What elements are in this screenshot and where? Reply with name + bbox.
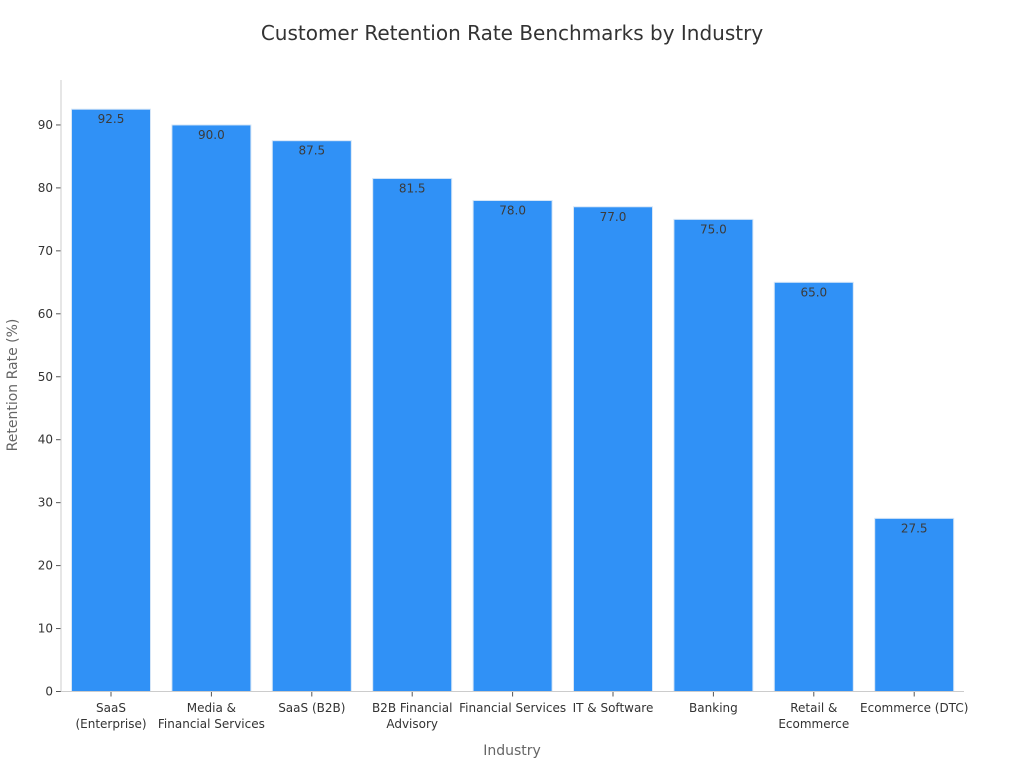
- x-tick-label: SaaS (B2B): [278, 701, 345, 715]
- y-axis-title: Retention Rate (%): [5, 319, 21, 452]
- bar: [874, 517, 955, 693]
- x-axis-title: Industry: [483, 743, 541, 759]
- bar: [271, 140, 352, 692]
- y-tick-label: 80: [38, 181, 53, 195]
- y-tick-label: 10: [38, 622, 53, 636]
- y-tick-label: 30: [38, 496, 53, 510]
- chart-title: Customer Retention Rate Benchmarks by In…: [261, 21, 764, 45]
- bar-series: [71, 108, 955, 693]
- y-axis-ticks: 0 10 20 30 40 50 60 70 80 90: [38, 118, 61, 699]
- x-tick-label: Media & Financial Services: [158, 701, 265, 731]
- data-label: 92.5: [98, 112, 125, 126]
- data-label: 81.5: [399, 181, 426, 195]
- y-tick-label: 50: [38, 370, 53, 384]
- x-tick-label: IT & Software: [573, 701, 654, 715]
- bar: [71, 108, 151, 692]
- x-tick-label: B2B Financial Advisory: [372, 701, 452, 731]
- bar: [573, 206, 653, 692]
- x-axis-ticks: SaaS (Enterprise) Media & Financial Service…: [75, 691, 968, 731]
- bar: [773, 281, 854, 692]
- data-label: 65.0: [800, 285, 827, 299]
- data-label: 78.0: [499, 203, 526, 217]
- x-tick-label: Financial Services: [459, 701, 566, 715]
- y-tick-label: 40: [38, 433, 53, 447]
- bar: [372, 177, 453, 692]
- data-label: 77.0: [600, 210, 627, 224]
- x-tick-label: SaaS (Enterprise): [75, 701, 146, 731]
- bar: [673, 218, 754, 692]
- y-tick-label: 70: [38, 244, 53, 258]
- x-tick-label: Ecommerce (DTC): [860, 701, 968, 715]
- data-labels: 92.5 90.0 87.5 81.5 78.0 77.0 75.0 65.0 27.5: [98, 112, 928, 535]
- bar: [171, 124, 252, 692]
- y-tick-label: 90: [38, 118, 53, 132]
- y-tick-label: 0: [45, 685, 53, 699]
- data-label: 27.5: [901, 521, 928, 535]
- x-tick-label: Retail & Ecommerce: [778, 701, 849, 731]
- y-tick-label: 20: [38, 559, 53, 573]
- bar: [472, 199, 553, 693]
- data-label: 75.0: [700, 222, 727, 236]
- y-tick-label: 60: [38, 307, 53, 321]
- x-tick-label: Banking: [689, 701, 738, 715]
- data-label: 90.0: [198, 128, 225, 142]
- data-label: 87.5: [298, 144, 325, 158]
